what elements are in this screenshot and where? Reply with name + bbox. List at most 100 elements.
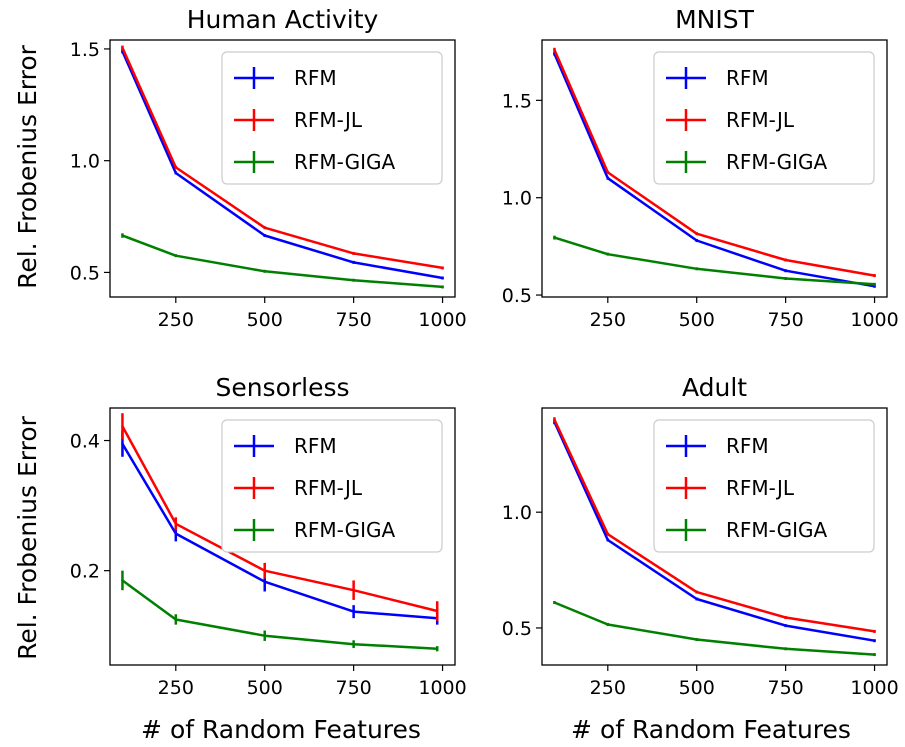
x-tick-label: 1000	[850, 677, 898, 699]
data-point	[264, 569, 266, 571]
x-tick-label: 250	[158, 309, 194, 331]
data-point	[607, 533, 609, 535]
legend-label-rfm-jl: RFM-JL	[294, 108, 363, 132]
legend: RFM RFM-JL RFM-GIGA	[222, 420, 442, 552]
x-tick-label: 750	[768, 677, 804, 699]
data-point	[175, 166, 177, 168]
data-point	[436, 610, 438, 612]
legend-label-rfm-giga: RFM-GIGA	[726, 518, 828, 542]
data-point	[784, 277, 786, 279]
data-point	[121, 234, 123, 236]
data-point	[175, 254, 177, 256]
y-tick-label: 0.5	[502, 618, 532, 640]
data-point	[784, 616, 786, 618]
data-point	[553, 418, 555, 420]
x-tick-label: 500	[679, 677, 715, 699]
y-axis-label-bottom: Rel. Frobenius Error	[13, 415, 42, 660]
legend-label-rfm: RFM	[294, 66, 337, 90]
data-point	[121, 443, 123, 445]
legend-label-rfm-giga: RFM-GIGA	[726, 150, 828, 174]
x-tick-label: 500	[247, 677, 283, 699]
data-point	[784, 259, 786, 261]
y-tick-label: 1.5	[502, 90, 532, 112]
legend-label-rfm-giga: RFM-GIGA	[294, 518, 396, 542]
data-point	[607, 177, 609, 179]
y-axis-label-top: Rel. Frobenius Error	[13, 44, 42, 289]
x-tick-label: 250	[158, 677, 194, 699]
data-point	[175, 618, 177, 620]
data-point	[175, 532, 177, 534]
x-tick-label: 1000	[418, 677, 466, 699]
x-tick-label: 250	[590, 309, 626, 331]
data-point	[696, 598, 698, 600]
data-point	[607, 623, 609, 625]
y-tick-label: 0.5	[502, 285, 532, 307]
legend-label-rfm-jl: RFM-JL	[294, 476, 363, 500]
data-point	[264, 270, 266, 272]
series-rfm-giga	[121, 571, 438, 652]
data-point	[607, 253, 609, 255]
x-tick-label: 750	[336, 677, 372, 699]
y-tick-label: 0.5	[70, 262, 100, 284]
series-line-rfm-giga	[554, 603, 874, 655]
legend-label-rfm: RFM	[294, 434, 337, 458]
legend-label-rfm-jl: RFM-JL	[726, 108, 795, 132]
data-point	[352, 279, 354, 281]
subplot-mnist: MNIST 250 500 750 1000 0.5 1.0 1.5 RFM RFM-JL RFM-…	[502, 5, 899, 331]
data-point	[175, 172, 177, 174]
data-point	[264, 234, 266, 236]
y-tick-label: 1.0	[70, 151, 100, 173]
data-point	[873, 283, 875, 285]
data-point	[441, 277, 443, 279]
data-point	[873, 274, 875, 276]
y-tick-label: 1.5	[70, 39, 100, 61]
data-point	[696, 233, 698, 235]
data-point	[873, 630, 875, 632]
data-point	[696, 591, 698, 593]
legend: RFM RFM-JL RFM-GIGA	[654, 52, 874, 184]
x-axis-label-left: # of Random Features	[141, 715, 421, 744]
chart-title: MNIST	[675, 5, 755, 34]
data-point	[121, 579, 123, 581]
data-point	[121, 47, 123, 49]
data-point	[441, 286, 443, 288]
chart-title: Adult	[682, 373, 747, 402]
data-point	[352, 589, 354, 591]
y-tick-label: 1.0	[502, 502, 532, 524]
subplot-adult: Adult 250 500 750 1000 0.5 1.0 RFM RFM-JL RFM-GIG…	[502, 373, 899, 699]
data-point	[784, 624, 786, 626]
data-point	[784, 648, 786, 650]
data-point	[441, 267, 443, 269]
data-point	[436, 648, 438, 650]
data-point	[264, 581, 266, 583]
data-point	[175, 523, 177, 525]
y-tick-label: 0.2	[70, 561, 100, 583]
data-point	[352, 610, 354, 612]
y-tick-label: 1.0	[502, 188, 532, 210]
x-tick-label: 1000	[418, 309, 466, 331]
x-tick-label: 1000	[850, 309, 898, 331]
data-point	[607, 539, 609, 541]
chart-title: Sensorless	[215, 373, 349, 402]
data-point	[607, 171, 609, 173]
legend-label-rfm: RFM	[726, 66, 769, 90]
data-point	[696, 268, 698, 270]
x-tick-label: 500	[247, 309, 283, 331]
series-rfm-giga	[553, 601, 876, 656]
data-point	[264, 635, 266, 637]
legend: RFM RFM-JL RFM-GIGA	[654, 420, 874, 552]
x-axis-label-right: # of Random Features	[571, 715, 851, 744]
data-point	[696, 239, 698, 241]
legend-label-rfm-jl: RFM-JL	[726, 476, 795, 500]
x-tick-label: 500	[679, 309, 715, 331]
legend-label-rfm-giga: RFM-GIGA	[294, 150, 396, 174]
y-tick-label: 0.4	[70, 431, 100, 453]
data-point	[352, 643, 354, 645]
data-point	[553, 236, 555, 238]
data-point	[352, 252, 354, 254]
data-point	[553, 601, 555, 603]
